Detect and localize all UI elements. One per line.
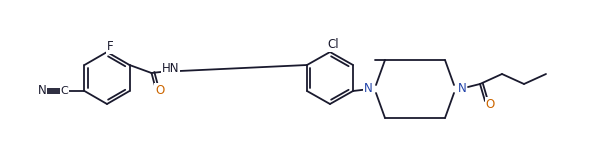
Text: F: F — [107, 40, 113, 53]
Text: N: N — [363, 82, 372, 95]
Text: C: C — [61, 86, 68, 96]
Text: Cl: Cl — [327, 38, 339, 51]
Text: O: O — [486, 97, 494, 111]
Text: N: N — [38, 84, 47, 97]
Text: O: O — [155, 84, 164, 97]
Text: N: N — [458, 82, 466, 95]
Text: HN: HN — [162, 62, 179, 75]
